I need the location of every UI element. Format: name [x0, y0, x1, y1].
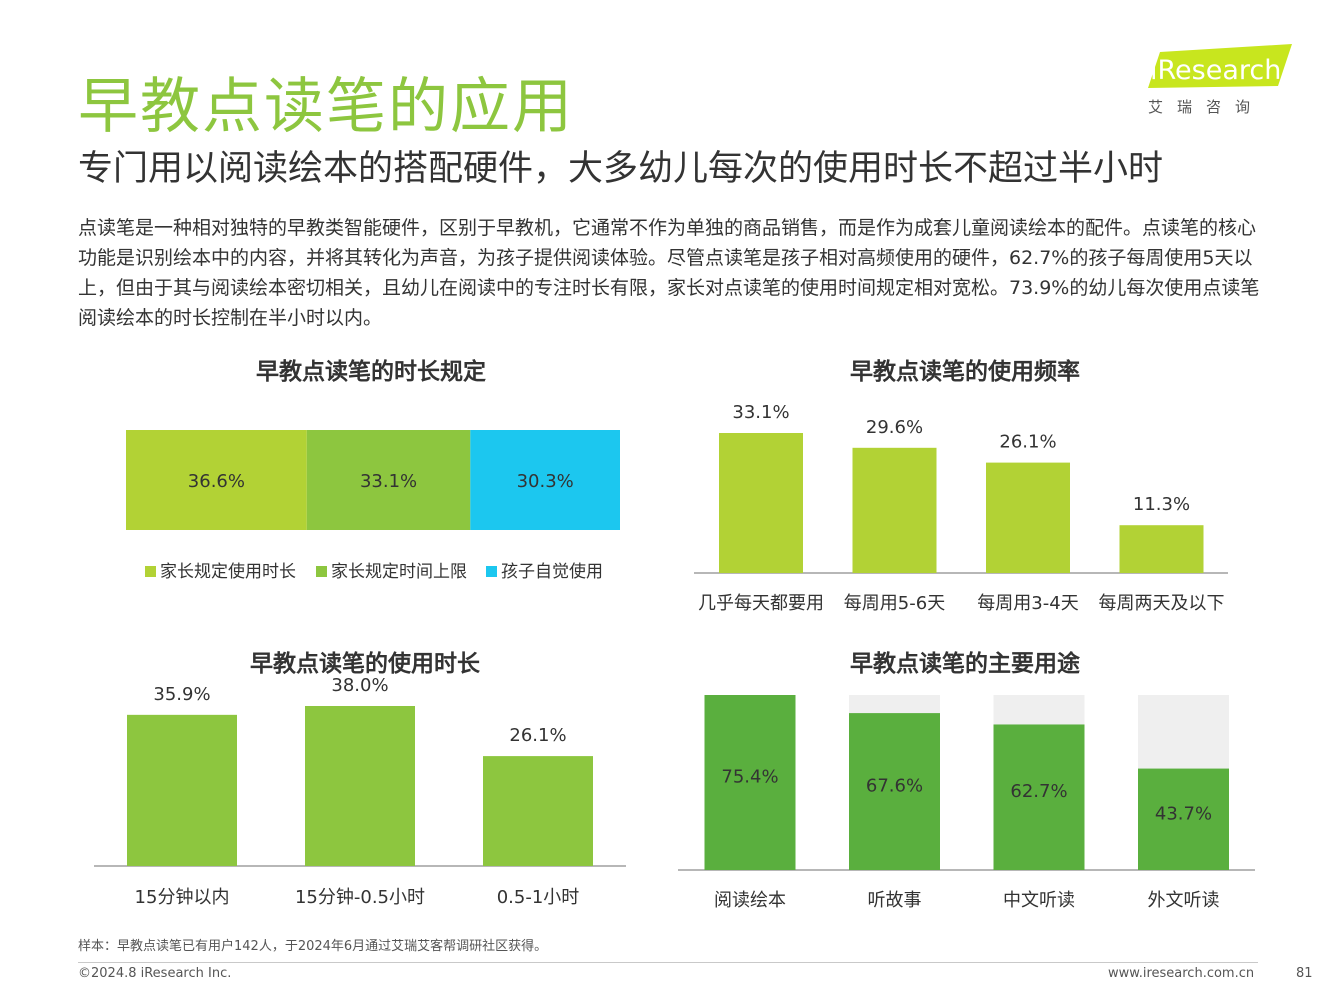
data-label: 33.1% — [732, 402, 789, 423]
logo-background — [1148, 44, 1292, 88]
data-label: 38.0% — [331, 675, 388, 696]
iresearch-logo: iResearch — [1148, 44, 1292, 88]
category-label: 中文听读 — [1003, 890, 1075, 911]
logo-subtitle: 艾瑞咨询 — [1148, 98, 1265, 116]
chart-duration-rules: 36.6% 33.1% 30.3% 家长规定使用时长 家长规定时间上限 孩子自觉使用 — [126, 430, 620, 582]
bar — [993, 724, 1085, 870]
data-label: 35.9% — [153, 684, 210, 705]
bar-segment — [470, 430, 620, 530]
chart-main-uses: 75.4% 阅读绘本 67.6% 听故事 62.7% 中文听读 43.7% 外文听读 — [678, 695, 1255, 911]
legend-label: 家长规定时间上限 — [331, 562, 467, 582]
bar-segment — [306, 430, 471, 530]
chart-title-usage-duration: 早教点读笔的使用时长 — [250, 651, 480, 677]
category-label: 阅读绘本 — [714, 890, 786, 911]
legend-swatch — [145, 566, 156, 577]
page-number: 81 — [1296, 966, 1313, 981]
bar — [849, 713, 940, 870]
data-label: 43.7% — [1155, 803, 1212, 824]
data-label: 30.3% — [517, 471, 574, 492]
data-label: 26.1% — [509, 725, 566, 746]
category-label: 几乎每天都要用 — [698, 593, 824, 614]
data-label: 11.3% — [1133, 494, 1190, 515]
legend-label: 孩子自觉使用 — [501, 561, 603, 582]
legend-swatch — [316, 566, 327, 577]
chart-title-main-uses: 早教点读笔的主要用途 — [850, 651, 1080, 677]
bar — [305, 706, 415, 866]
page-title: 早教点读笔的应用 — [78, 72, 574, 142]
data-label: 29.6% — [866, 417, 923, 438]
data-label: 33.1% — [360, 471, 417, 492]
category-label: 外文听读 — [1148, 890, 1220, 911]
data-label: 67.6% — [866, 776, 923, 797]
intro-paragraph: 点读笔是一种相对独特的早教类智能硬件，区别于早教机，它通常不作为单独的商品销售，… — [78, 217, 1260, 329]
category-label: 15分钟-0.5小时 — [295, 887, 425, 908]
category-label: 听故事 — [868, 890, 922, 911]
page-subtitle: 专门用以阅读绘本的搭配硬件，大多幼儿每次的使用时长不超过半小时 — [78, 149, 1164, 189]
data-label: 26.1% — [999, 432, 1056, 453]
data-label: 62.7% — [1010, 781, 1067, 802]
website-link[interactable]: www.iresearch.com.cn — [1108, 966, 1255, 981]
category-label: 每周两天及以下 — [1099, 593, 1225, 614]
chart-usage-duration: 35.9% 15分钟以内 38.0% 15分钟-0.5小时 26.1% 0.5-1小时 — [94, 675, 626, 908]
logo-text: iResearch — [1150, 55, 1281, 86]
sample-note: 样本：早教点读笔已有用户142人，于2024年6月通过艾瑞艾客帮调研社区获得。 — [78, 939, 548, 954]
category-label: 15分钟以内 — [135, 887, 230, 908]
bar — [1138, 768, 1229, 870]
bar — [483, 756, 593, 866]
bar — [719, 433, 803, 573]
category-label: 每周用5-6天 — [844, 593, 945, 614]
bar — [852, 447, 937, 573]
bar — [127, 714, 237, 866]
chart-title-usage-frequency: 早教点读笔的使用频率 — [850, 359, 1080, 385]
bar-segment — [126, 430, 307, 530]
category-label: 每周用3-4天 — [977, 593, 1078, 614]
bar — [704, 695, 796, 870]
bar — [1119, 525, 1204, 573]
footer-divider — [78, 962, 1258, 963]
data-label: 75.4% — [721, 767, 778, 788]
legend-swatch — [486, 566, 497, 577]
chart-usage-frequency: 33.1% 几乎每天都要用 29.6% 每周用5-6天 26.1% 每周用3-4天 11.3… — [694, 402, 1228, 614]
data-label: 36.6% — [188, 471, 245, 492]
copyright: ©2024.8 iResearch Inc. — [78, 966, 232, 981]
bar — [986, 462, 1070, 573]
legend-label: 家长规定使用时长 — [160, 561, 296, 582]
category-label: 0.5-1小时 — [497, 887, 580, 908]
chart-title-duration-rules: 早教点读笔的时长规定 — [256, 359, 486, 385]
